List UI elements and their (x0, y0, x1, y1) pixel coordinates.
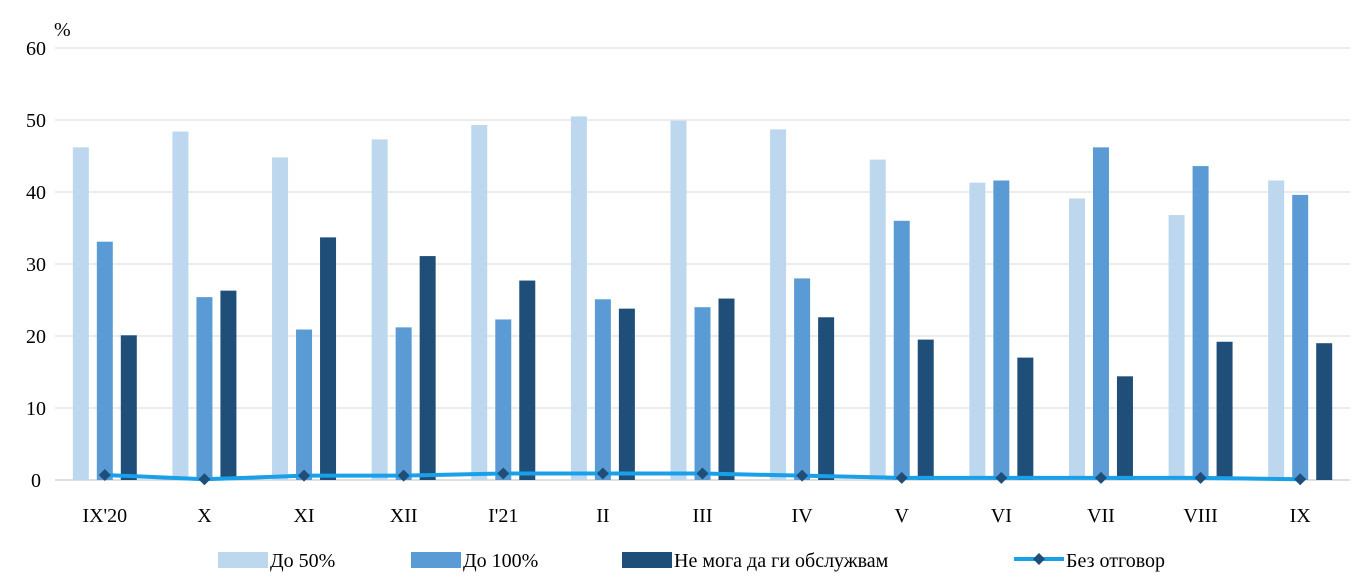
bar (718, 298, 735, 480)
x-tick-label: V (895, 505, 910, 527)
bar (519, 280, 536, 480)
bar (893, 220, 910, 481)
y-tick-label: 0 (31, 470, 41, 492)
bar (670, 120, 687, 480)
bar (72, 147, 89, 481)
y-unit-label: % (54, 19, 71, 41)
bar (320, 237, 337, 480)
bar (96, 241, 113, 480)
x-tick-label: IV (792, 505, 814, 527)
bar (570, 116, 587, 481)
legend: До 50% До 100% Не мога да ги обслужвам Без … (218, 550, 1165, 572)
x-tick-label: IX (1290, 505, 1312, 527)
bar (993, 180, 1010, 481)
bar (395, 327, 412, 480)
line-series (98, 467, 1307, 486)
y-tick-label: 60 (26, 38, 46, 60)
bar (220, 290, 237, 480)
y-tick-label: 40 (26, 182, 46, 204)
bar (594, 299, 611, 480)
legend-swatch (622, 552, 672, 568)
x-tick-label: VI (991, 505, 1012, 527)
bar (1168, 215, 1185, 481)
bar (272, 157, 289, 480)
line-point (895, 471, 908, 484)
legend-label: До 100% (463, 550, 538, 572)
line-point (1294, 473, 1307, 486)
bar (419, 256, 436, 480)
x-tick-label: I'21 (488, 505, 518, 527)
x-tick-label: X (197, 505, 212, 527)
bar (371, 139, 388, 480)
line-point (596, 467, 609, 480)
legend-label: Без отговор (1066, 550, 1165, 572)
y-tick-label: 30 (26, 254, 46, 276)
bar (471, 125, 488, 480)
bar (296, 329, 313, 480)
line-point (796, 469, 809, 482)
line-point (995, 471, 1008, 484)
bar (1268, 180, 1285, 481)
y-tick-label: 20 (26, 326, 46, 348)
line-point (298, 469, 311, 482)
bar (1068, 198, 1085, 481)
legend-swatch (218, 552, 268, 568)
x-tick-label: XII (390, 505, 418, 527)
x-tick-label: VII (1087, 505, 1115, 527)
line-point (1094, 471, 1107, 484)
legend-label: Не мога да ги обслужвам (674, 550, 889, 572)
bar (196, 297, 213, 480)
line-point (198, 473, 211, 486)
bar (1192, 166, 1209, 480)
bar (694, 307, 711, 480)
legend-swatch (411, 552, 461, 568)
bar (1292, 194, 1309, 480)
line-point (397, 469, 410, 482)
legend-marker (1033, 553, 1045, 565)
line-point (98, 468, 111, 481)
bar (618, 308, 635, 480)
line-point (497, 467, 510, 480)
x-axis-ticks: IX'20 X XI XII I'21 II III IV V VI VII VIII IX (82, 505, 1311, 527)
bar (794, 278, 811, 480)
bars (72, 116, 1333, 481)
bar (917, 339, 934, 480)
bar (770, 129, 787, 481)
line-point (696, 467, 709, 480)
legend-label: До 50% (270, 550, 335, 572)
bar (1116, 376, 1133, 480)
bar (495, 319, 512, 480)
bar (818, 317, 835, 480)
y-tick-label: 50 (26, 110, 46, 132)
bar (969, 182, 986, 480)
x-tick-label: VIII (1183, 505, 1217, 527)
x-tick-label: III (693, 505, 713, 527)
bar (1092, 147, 1109, 481)
bar (120, 335, 137, 480)
y-axis-ticks: 0 10 20 30 40 50 60 (26, 38, 46, 492)
bar (869, 159, 886, 480)
bar (172, 131, 189, 480)
bar (1017, 357, 1034, 480)
bar (1316, 343, 1333, 480)
line-point (1194, 471, 1207, 484)
x-tick-label: XI (293, 505, 314, 527)
x-tick-label: II (596, 505, 609, 527)
x-tick-label: IX'20 (82, 505, 127, 527)
y-tick-label: 10 (26, 398, 46, 420)
bar (1216, 341, 1233, 480)
